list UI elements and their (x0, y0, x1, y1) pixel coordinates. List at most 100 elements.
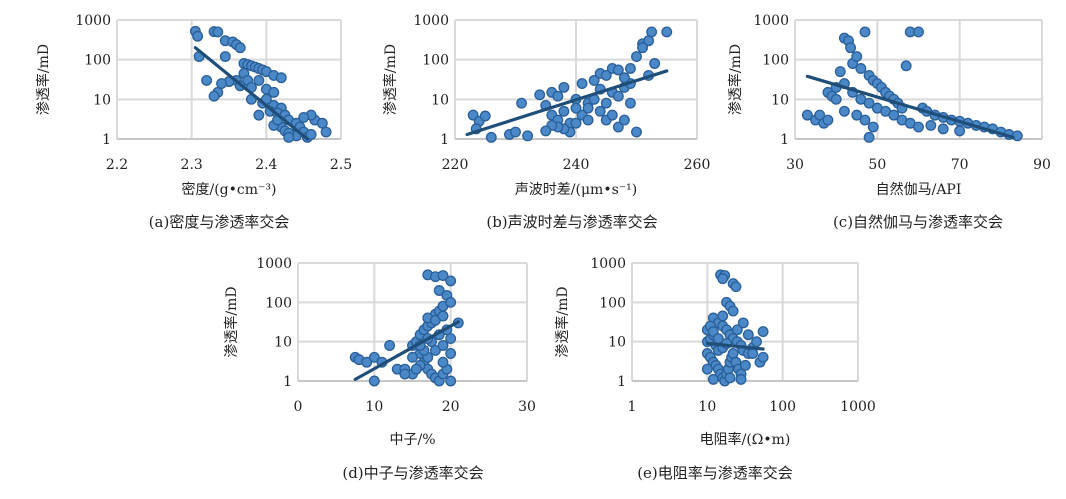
y-tick-label: 100 (422, 53, 449, 69)
data-point (851, 51, 863, 62)
data-point (751, 336, 762, 348)
data-point (954, 125, 966, 137)
trend-line (465, 69, 669, 137)
data-point (212, 26, 224, 38)
trend-line (353, 320, 460, 381)
data-point (516, 97, 528, 109)
data-point (552, 90, 564, 102)
y-tick-label: 1 (780, 132, 789, 148)
chart-panel-5: 1 10 100 1000 1 10 100 1000 渗透率/mD 电阻率/(Ω•m) (e)电阻… (554, 256, 876, 482)
data-point (582, 102, 594, 114)
data-point (410, 363, 422, 375)
data-point (649, 58, 661, 69)
data-point (576, 78, 588, 89)
data-point (437, 356, 449, 368)
data-point (937, 123, 949, 135)
data-point (739, 359, 751, 371)
data-point (830, 93, 842, 105)
data-point (727, 305, 739, 317)
data-point (712, 333, 724, 345)
data-point (863, 97, 875, 109)
y-tick-label: 1000 (753, 13, 789, 29)
x-tick-label: 1000 (840, 399, 876, 415)
data-point (737, 317, 749, 329)
data-point (735, 373, 747, 385)
y-axis-label: 渗透率/mD (382, 44, 399, 115)
chart-panel-3: 30 50 70 901101001000渗透率/mD自然伽马/API(c)自然伽马与… (727, 13, 1051, 231)
x-tick-label: 220 (442, 157, 469, 173)
x-axis-label: 电阻率/(Ω•m) (700, 431, 791, 448)
x-tick-label: 0 (294, 399, 303, 415)
data-point (298, 111, 310, 123)
data-point (855, 63, 867, 74)
data-point (631, 126, 642, 138)
data-point (845, 42, 857, 54)
x-tick-label: 2.4 (255, 157, 277, 173)
x-tick-label: 1 (628, 399, 637, 415)
data-point (558, 105, 570, 117)
data-point (445, 275, 457, 287)
chart-caption: (c)自然伽马与渗透率交会 (833, 213, 1003, 231)
data-point (612, 64, 624, 76)
data-point (707, 373, 719, 385)
data-point (888, 109, 900, 121)
x-tick-label: 90 (1033, 157, 1051, 173)
data-point (863, 131, 875, 143)
data-point (625, 97, 636, 109)
data-point (534, 89, 546, 101)
data-point (445, 333, 457, 345)
chart-caption: (e)电阻率与渗透率交会 (637, 464, 793, 482)
y-tick-label: 10 (608, 335, 626, 351)
y-axis-label: 渗透率/mD (727, 44, 744, 115)
x-tick-label: 2.3 (181, 157, 203, 173)
data-point (368, 351, 380, 363)
data-point (747, 348, 759, 359)
y-tick-label: 1 (440, 132, 449, 148)
data-point (429, 344, 441, 356)
data-point (859, 26, 871, 38)
data-point (701, 363, 713, 375)
x-tick-label: 20 (442, 399, 460, 415)
data-point (558, 81, 570, 93)
y-axis-label: 渗透率/mD (554, 286, 571, 357)
data-point (637, 42, 649, 54)
data-point (570, 102, 582, 114)
y-tick-label: 100 (762, 53, 789, 69)
data-point (522, 130, 534, 142)
x-tick-label: 30 (786, 157, 804, 173)
data-point (618, 114, 630, 126)
y-tick-label: 10 (274, 335, 292, 351)
data-point (320, 126, 332, 138)
data-point (437, 270, 449, 281)
x-tick-label: 10 (365, 399, 383, 415)
y-axis-label: 渗透率/mD (223, 286, 240, 357)
y-tick-label: 1000 (256, 256, 292, 272)
y-tick-label: 1000 (75, 13, 111, 29)
data-point (316, 117, 328, 129)
data-point (570, 117, 582, 129)
chart-caption: (a)密度与渗透率交会 (149, 213, 290, 231)
data-point (646, 26, 658, 38)
data-point (600, 97, 612, 109)
data-point (838, 105, 850, 117)
y-tick-label: 1000 (590, 256, 626, 272)
data-point (612, 90, 624, 102)
data-point (757, 326, 769, 338)
data-point (625, 63, 636, 74)
trend-line (705, 341, 765, 351)
data-point (253, 109, 265, 121)
trend-line (805, 74, 1015, 139)
data-point (757, 351, 769, 363)
data-point (742, 329, 754, 341)
data-point (485, 131, 497, 143)
chart-caption: (d)中子与渗透率交会 (342, 464, 483, 482)
data-point (717, 310, 729, 322)
x-tick-label: 260 (684, 157, 711, 173)
x-tick-label: 30 (518, 399, 536, 415)
data-point (612, 121, 624, 133)
data-point (445, 375, 457, 387)
data-point (913, 121, 924, 133)
chart-panel-1: 2.2 2.3 2.4 2.5 1 10 100 1000 渗透率/mD 密度/(g•cm⁻³) (… (35, 13, 352, 231)
y-tick-label: 10 (771, 92, 789, 108)
